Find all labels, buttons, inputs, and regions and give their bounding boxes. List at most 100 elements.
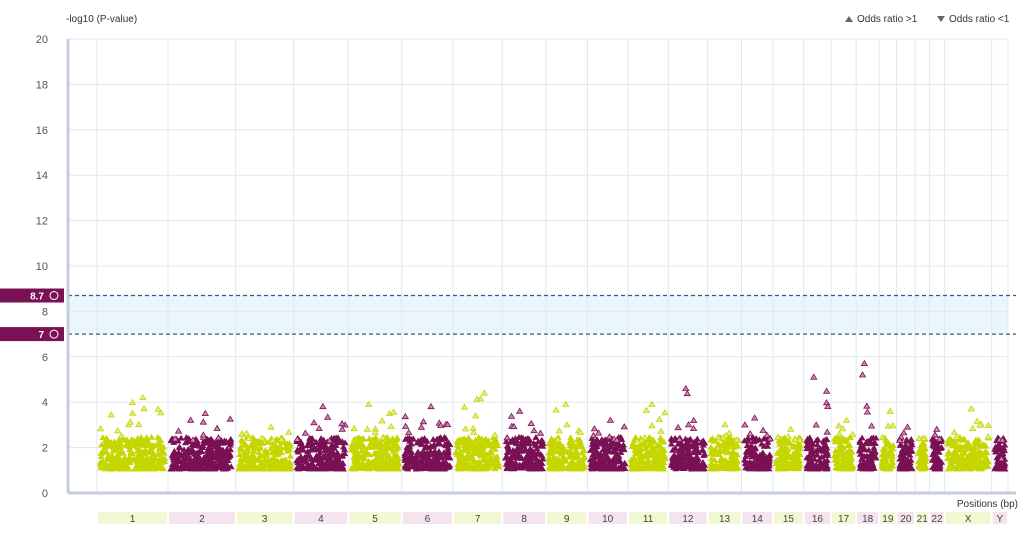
data-point (378, 457, 386, 463)
peak-point (201, 409, 210, 416)
data-point (551, 442, 559, 449)
data-point (671, 462, 679, 469)
data-point (929, 451, 937, 457)
peak-point (561, 400, 570, 407)
data-point (609, 440, 617, 446)
data-point (944, 465, 952, 472)
data-point (248, 464, 256, 471)
data-point (808, 443, 816, 450)
data-point (465, 442, 473, 448)
chromosome-band (349, 512, 401, 524)
data-point (133, 457, 141, 464)
data-point (900, 429, 908, 436)
data-point (538, 441, 546, 448)
info-icon[interactable] (49, 329, 59, 339)
chromosome-band (992, 512, 1007, 524)
data-point (922, 464, 930, 470)
data-point (186, 455, 194, 462)
data-point (888, 455, 896, 462)
data-point (394, 458, 402, 465)
data-point (878, 464, 887, 471)
data-point (412, 452, 420, 459)
data-point (689, 416, 698, 423)
peak-point (933, 425, 941, 432)
data-point (656, 459, 664, 466)
data-point (464, 437, 472, 444)
data-point (476, 395, 485, 402)
data-point (260, 452, 268, 459)
chromosome-band (236, 512, 293, 524)
data-point (812, 421, 820, 428)
data-point (172, 458, 180, 464)
data-point (588, 445, 596, 452)
chromosome-band (880, 512, 896, 524)
chromosome-band (669, 512, 707, 524)
data-point (683, 389, 692, 397)
data-point (615, 453, 623, 460)
data-point (555, 427, 563, 434)
data-point (98, 441, 106, 448)
chromosome-label: 3 (262, 514, 268, 525)
data-point (836, 436, 844, 443)
y-tick-label: 0 (42, 488, 48, 500)
data-point (267, 456, 275, 463)
data-point (984, 421, 993, 428)
data-point (716, 457, 725, 463)
data-point (743, 449, 751, 456)
data-point (513, 445, 521, 452)
peak-point (750, 414, 759, 421)
data-point (156, 444, 164, 450)
data-point (139, 440, 147, 447)
chromosome-band (546, 512, 587, 524)
data-point (775, 440, 784, 447)
data-point (657, 449, 665, 456)
data-point (554, 456, 563, 462)
data-point (420, 448, 428, 454)
data-point (181, 465, 189, 471)
data-point (280, 457, 288, 463)
data-point (454, 460, 462, 466)
data-point (725, 429, 733, 436)
data-point (431, 463, 440, 470)
data-point (685, 449, 693, 456)
data-point (563, 448, 571, 455)
data-point (137, 434, 145, 441)
data-point (819, 462, 827, 469)
data-point (409, 459, 417, 466)
data-point (726, 457, 734, 464)
data-point (176, 444, 184, 451)
data-point (658, 445, 666, 452)
data-point (446, 454, 454, 461)
data-point (460, 403, 469, 410)
data-point (530, 426, 538, 434)
info-icon[interactable] (49, 291, 59, 301)
data-point (103, 434, 111, 441)
data-point (412, 464, 420, 470)
data-point (475, 434, 483, 440)
data-point (983, 449, 991, 455)
data-point (429, 436, 437, 442)
data-point (401, 422, 410, 429)
data-point (174, 427, 183, 434)
data-point (134, 420, 143, 428)
data-point (274, 459, 282, 466)
data-point (613, 445, 621, 452)
data-point (401, 454, 409, 461)
data-point (103, 449, 111, 455)
data-point (562, 457, 570, 464)
data-point (655, 415, 664, 422)
data-point (330, 434, 338, 441)
data-point (858, 371, 867, 378)
data-point (819, 447, 827, 454)
data-point (796, 461, 804, 468)
data-point (642, 406, 651, 413)
data-point (610, 459, 618, 466)
data-point (835, 430, 844, 437)
data-point (824, 402, 832, 409)
data-point (481, 465, 490, 472)
data-point (649, 459, 657, 466)
data-point (630, 442, 639, 449)
peak-point (364, 400, 373, 407)
data-point (323, 413, 332, 420)
